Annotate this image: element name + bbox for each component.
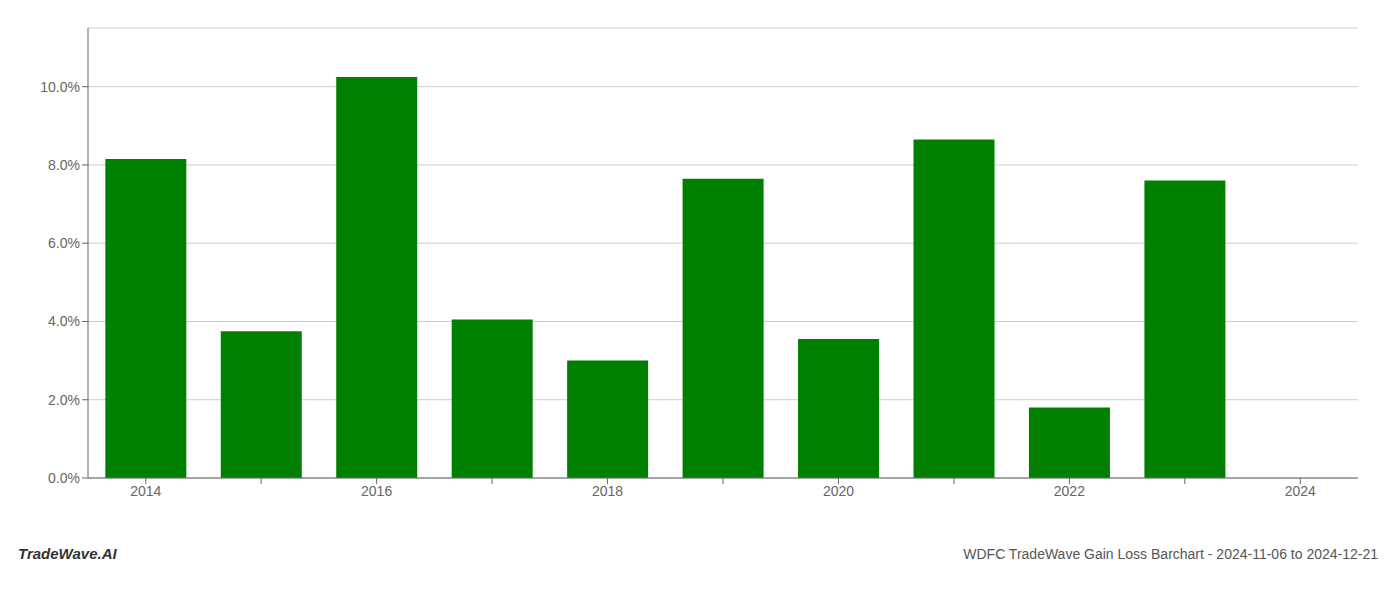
svg-text:0.0%: 0.0% bbox=[48, 470, 80, 486]
svg-text:2014: 2014 bbox=[130, 483, 161, 499]
svg-text:2.0%: 2.0% bbox=[48, 392, 80, 408]
html-text:TradeWave.AI: TradeWave.AI bbox=[18, 545, 117, 562]
svg-text:2018: 2018 bbox=[592, 483, 623, 499]
svg-text:6.0%: 6.0% bbox=[48, 235, 80, 251]
html-text:WDFC TradeWave Gain Loss Barch: WDFC TradeWave Gain Loss Barchart - 2024… bbox=[963, 546, 1378, 562]
svg-text:2016: 2016 bbox=[361, 483, 392, 499]
svg-text:2020: 2020 bbox=[823, 483, 854, 499]
svg-text:4.0%: 4.0% bbox=[48, 313, 80, 329]
svg-text:10.0%: 10.0% bbox=[40, 79, 80, 95]
svg-text:2024: 2024 bbox=[1285, 483, 1316, 499]
svg-text:8.0%: 8.0% bbox=[48, 157, 80, 173]
svg-text:2022: 2022 bbox=[1054, 483, 1085, 499]
